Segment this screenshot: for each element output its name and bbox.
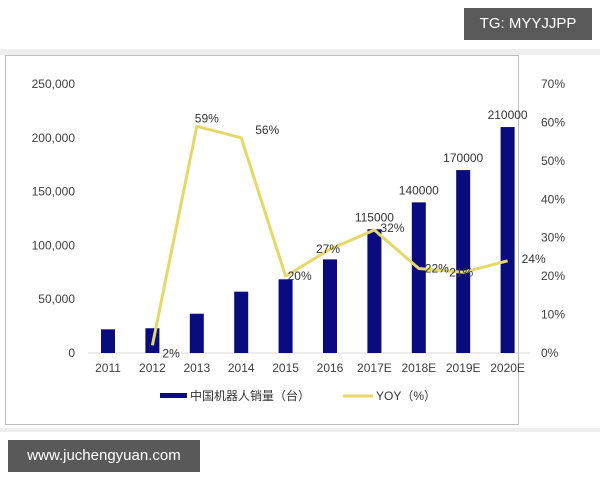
yoy-line [150, 124, 508, 346]
legend-line-label: YOY（%） [376, 389, 436, 403]
x-axis-tick: 2015 [272, 361, 299, 375]
bar-2017E [367, 229, 382, 353]
bar-2011 [101, 329, 115, 353]
line-data-label: 20% [288, 269, 312, 283]
bar-2013 [189, 313, 204, 353]
right-axis-tick: 50% [541, 154, 565, 168]
watermark-tg: TG: MYYJJPP [464, 8, 592, 40]
legend-bar-swatch [160, 393, 187, 398]
bar-data-label: 115000 [355, 210, 394, 224]
bar-data-label: 140000 [399, 183, 439, 197]
bar-2014 [234, 291, 249, 353]
left-axis-tick: 200,000 [32, 131, 76, 145]
right-axis-tick: 10% [541, 308, 565, 322]
legend-bar-label: 中国机器人销量（台） [190, 388, 310, 403]
left-axis-tick: 150,000 [32, 185, 76, 199]
x-axis-tick: 2019E [446, 361, 481, 375]
chart-frame [5, 55, 519, 425]
right-axis-tick: 40% [541, 192, 565, 206]
watermark-url: www.juchengyuan.com [8, 440, 200, 472]
right-axis-tick: 60% [541, 115, 565, 129]
left-axis-tick: 100,000 [32, 238, 76, 252]
x-axis-tick: 2014 [228, 361, 255, 375]
x-axis-tick: 2013 [183, 361, 210, 375]
bar-2015 [278, 279, 293, 353]
line-data-label: 21% [449, 265, 473, 279]
bar-2020E [500, 127, 515, 353]
bar-2019E [456, 170, 471, 353]
x-axis-tick: 2012 [139, 361, 166, 375]
line-data-label: 24% [522, 252, 546, 266]
line-data-label: 32% [380, 221, 404, 235]
line-data-label: 22% [425, 261, 449, 275]
divider-top [0, 49, 600, 55]
x-axis-tick: 2016 [317, 361, 344, 375]
line-data-label: 27% [316, 242, 340, 256]
x-axis-tick: 2020E [490, 361, 525, 375]
bar-data-label: 170000 [443, 151, 483, 165]
right-axis-tick: 0% [541, 346, 559, 360]
line-data-label: 56% [255, 123, 279, 137]
bar-2018E [411, 202, 426, 353]
x-axis-tick: 2018E [401, 361, 436, 375]
x-axis-tick: 2017E [357, 361, 392, 375]
line-data-label: 59% [195, 111, 219, 125]
left-axis-tick: 250,000 [32, 77, 76, 91]
right-axis-tick: 20% [541, 269, 565, 283]
left-axis-tick: 50,000 [38, 292, 75, 306]
divider-bottom [0, 428, 600, 432]
line-data-label: 2% [162, 346, 180, 360]
right-axis-tick: 30% [541, 231, 565, 245]
bar-2016 [323, 259, 337, 353]
left-axis-tick: 0 [68, 346, 75, 360]
right-axis-tick: 70% [541, 77, 565, 91]
bar-data-label: 210000 [488, 108, 528, 122]
x-axis-tick: 2011 [95, 361, 121, 375]
